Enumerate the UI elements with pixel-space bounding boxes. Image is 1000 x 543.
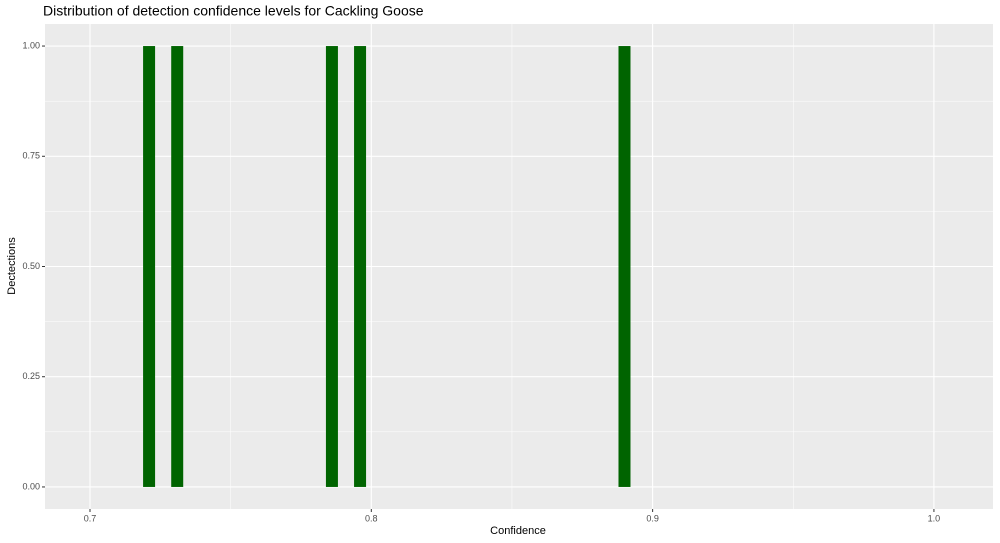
x-tick-label: 0.8 xyxy=(365,513,378,523)
y-tick-label: 0.00 xyxy=(22,481,40,491)
chart-title: Distribution of detection confidence lev… xyxy=(43,3,424,19)
x-tick-label: 1.0 xyxy=(928,513,941,523)
x-tick-label: 0.7 xyxy=(84,513,97,523)
bar xyxy=(171,46,184,487)
y-axis-label: Dectections xyxy=(6,237,18,295)
bar xyxy=(325,46,338,487)
y-tick-label: 0.50 xyxy=(22,261,40,271)
y-tick-label: 0.25 xyxy=(22,371,40,381)
y-tick-label: 0.75 xyxy=(22,151,40,161)
bar xyxy=(143,46,156,487)
y-tick-label: 1.00 xyxy=(22,40,40,50)
bar xyxy=(354,46,367,487)
bar xyxy=(618,46,631,487)
x-tick-label: 0.9 xyxy=(646,513,659,523)
x-axis-label: Confidence xyxy=(490,525,546,537)
